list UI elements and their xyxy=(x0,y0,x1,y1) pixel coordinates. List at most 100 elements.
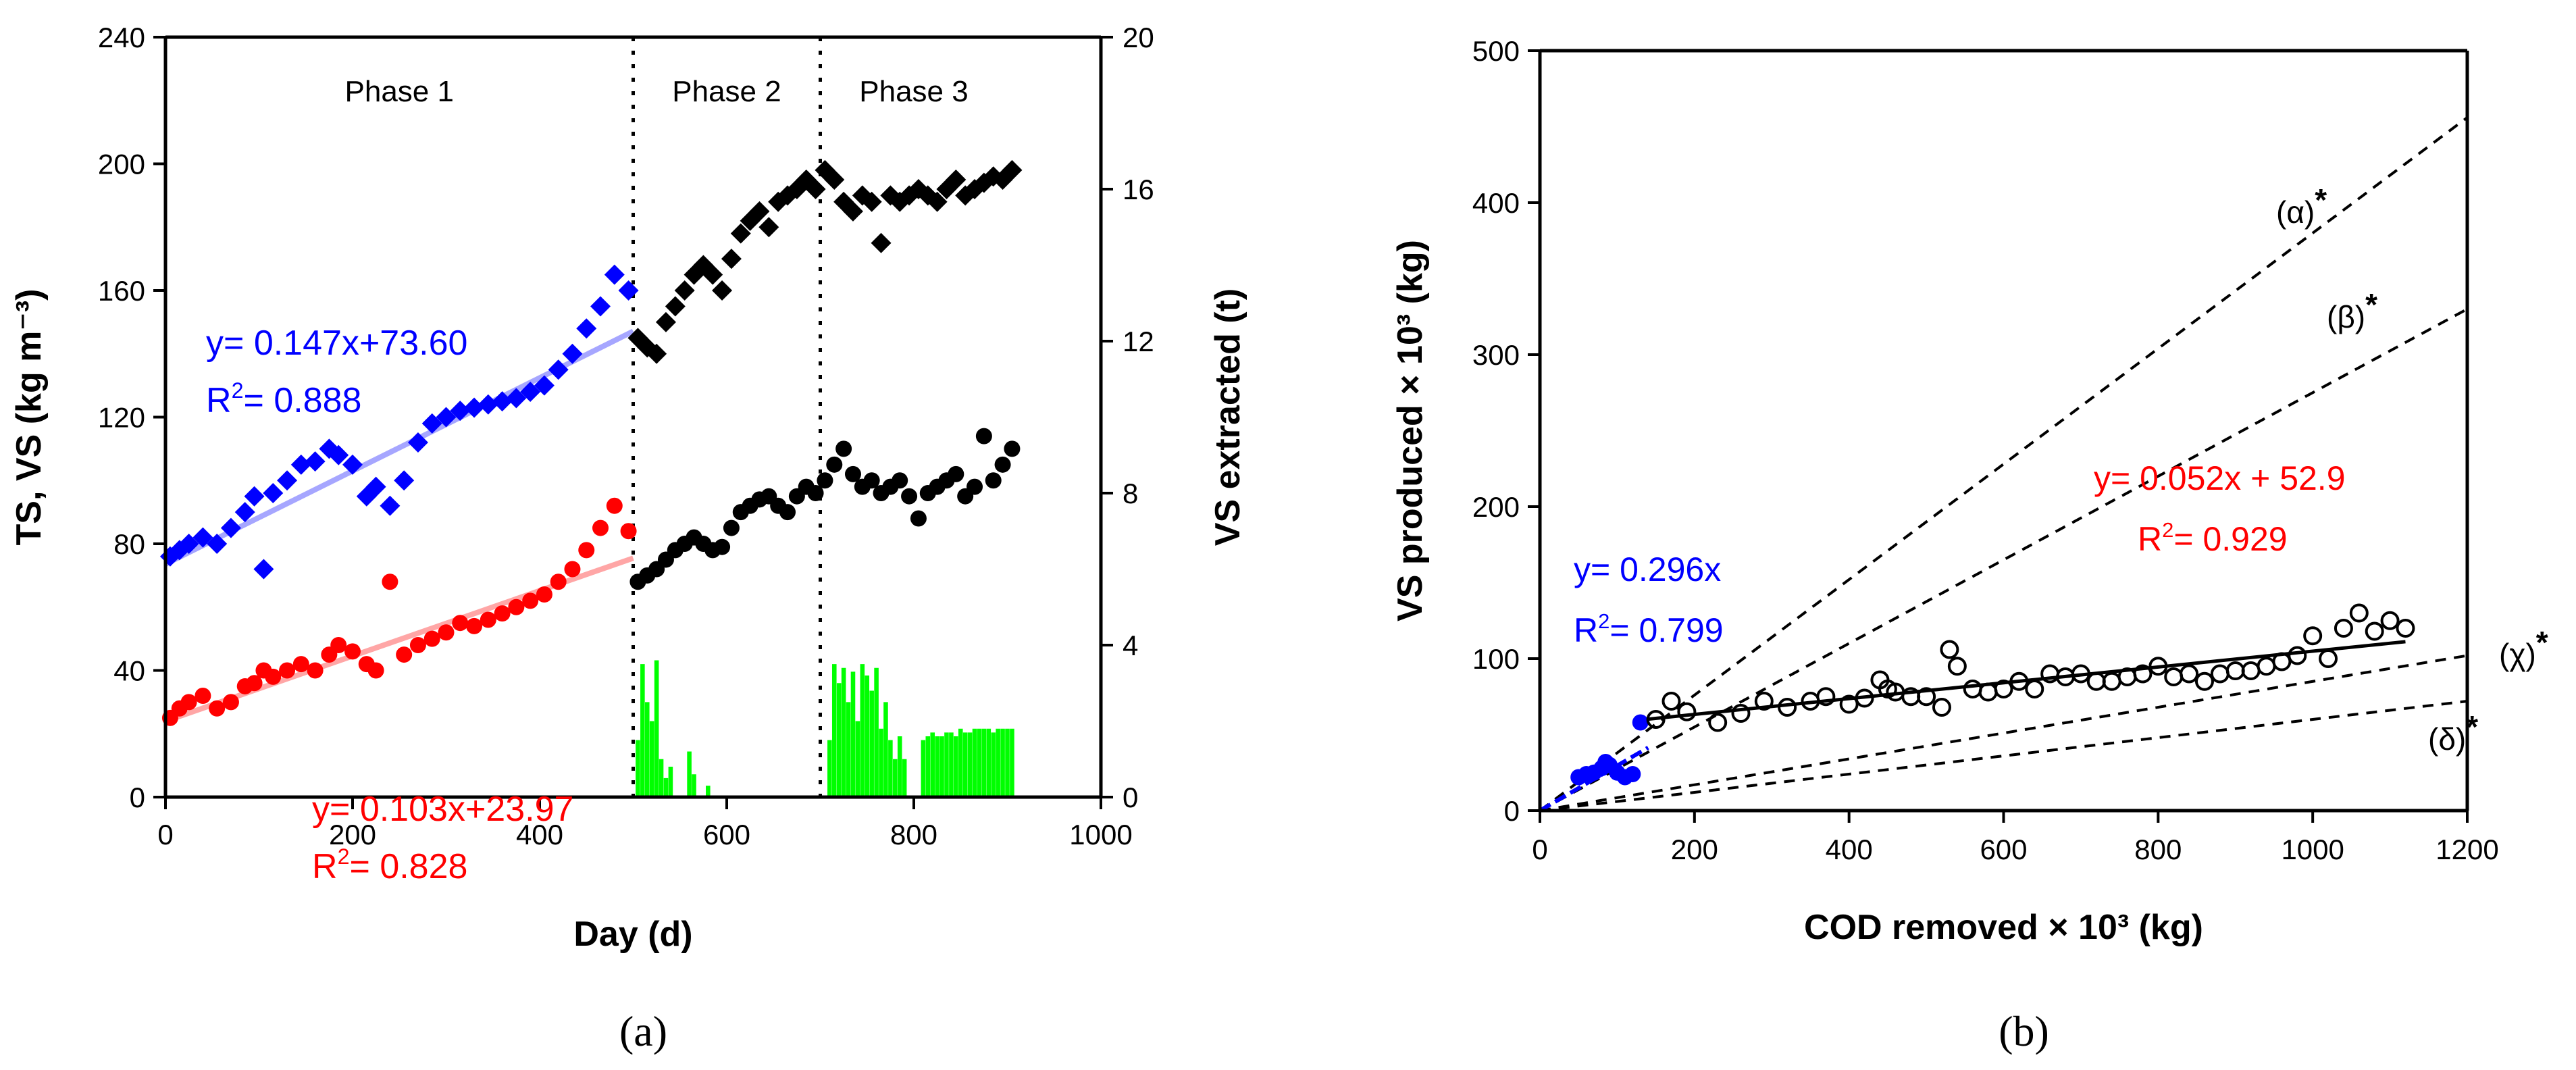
data-point xyxy=(2319,649,2338,668)
bar xyxy=(1010,728,1014,797)
data-point xyxy=(2133,664,2153,684)
equation-annotation: R2= 0.828 xyxy=(312,844,467,886)
data-point xyxy=(328,444,349,465)
y-axis-label: VS produced × 10³ (kg) xyxy=(1391,240,1430,621)
bar xyxy=(636,740,640,797)
bar xyxy=(687,751,692,797)
y2-tick-label: 8 xyxy=(1123,478,1138,509)
equation-annotation-tail: = 0.929 xyxy=(2173,520,2287,558)
y2-tick-label: 4 xyxy=(1123,630,1138,661)
equation-annotation-base: R xyxy=(1574,611,1598,649)
data-point xyxy=(842,201,863,222)
data-point xyxy=(305,451,326,472)
x-tick-label: 1000 xyxy=(1069,819,1132,850)
data-point xyxy=(2025,680,2044,698)
bar xyxy=(692,774,696,797)
data-point xyxy=(178,534,199,554)
reference-line-label-base: (α) xyxy=(2276,195,2315,230)
phase-label: Phase 3 xyxy=(859,75,968,108)
data-point xyxy=(2272,652,2292,671)
data-point xyxy=(901,488,918,505)
bar xyxy=(883,702,888,797)
data-point xyxy=(967,478,983,495)
x-axis-label: COD removed × 10³ (kg) xyxy=(1804,908,2203,947)
y-tick-label: 200 xyxy=(98,149,145,180)
reference-line-label-base: (β) xyxy=(2327,299,2365,334)
data-point xyxy=(910,510,927,527)
bar xyxy=(706,786,711,797)
equation-annotation: y= 0.147x+73.60 xyxy=(206,324,467,363)
bar xyxy=(659,759,664,797)
data-point xyxy=(466,617,483,634)
data-point xyxy=(779,504,796,521)
phase-label: Phase 1 xyxy=(345,75,454,108)
data-point xyxy=(380,495,401,516)
reference-line xyxy=(1539,654,2468,812)
y-tick-label: 0 xyxy=(1504,795,1520,827)
data-point xyxy=(861,191,882,212)
y-tick-label: 100 xyxy=(1472,643,1520,675)
y-tick-label: 500 xyxy=(1472,35,1520,67)
x-tick-label: 200 xyxy=(1671,834,1718,865)
equation-annotation-sup: 2 xyxy=(1598,609,1609,633)
data-point xyxy=(1754,692,1774,711)
bar xyxy=(954,736,958,797)
data-point xyxy=(522,592,539,609)
data-point xyxy=(927,191,948,212)
data-point xyxy=(253,559,274,580)
data-point xyxy=(536,586,552,603)
data-point xyxy=(407,432,428,453)
x-tick-label: 400 xyxy=(516,819,563,850)
bar xyxy=(930,732,935,797)
data-point xyxy=(1839,694,1859,714)
bar xyxy=(888,740,893,797)
reference-line xyxy=(1539,307,2468,812)
equation-annotation-base: y= 0.052x + 52.9 xyxy=(2094,459,2346,497)
x-tick-label: 600 xyxy=(703,819,750,850)
data-point xyxy=(807,485,824,501)
bar xyxy=(958,728,963,797)
data-point xyxy=(330,637,347,653)
bar xyxy=(972,728,977,797)
data-point xyxy=(655,311,676,332)
y-axis-label: TS, VS (kg m⁻³) xyxy=(9,289,49,546)
data-point xyxy=(421,413,442,434)
equation-annotation: R2= 0.799 xyxy=(1574,609,1724,649)
data-point xyxy=(824,169,845,190)
data-point xyxy=(1778,698,1797,717)
data-point xyxy=(646,343,667,364)
data-point xyxy=(436,407,457,428)
data-point xyxy=(438,624,455,641)
data-point xyxy=(478,394,498,415)
data-point xyxy=(1661,692,1681,711)
data-point xyxy=(590,296,611,317)
data-point xyxy=(2071,664,2090,684)
data-point xyxy=(2396,619,2415,638)
bar xyxy=(865,676,870,797)
data-point xyxy=(508,598,525,615)
equation-annotation-base: y= 0.147x+73.60 xyxy=(206,324,467,363)
data-point xyxy=(1708,713,1728,732)
data-point xyxy=(1917,687,1936,707)
data-point xyxy=(277,470,298,491)
bar xyxy=(925,736,931,797)
bar xyxy=(981,728,987,797)
bar xyxy=(921,740,926,797)
data-point xyxy=(292,656,309,673)
data-point xyxy=(2303,626,2323,646)
equation-annotation: y= 0.052x + 52.9 xyxy=(2094,459,2346,497)
data-point xyxy=(2349,603,2369,623)
data-point xyxy=(1816,687,1836,707)
equation-annotation: y= 0.296x xyxy=(1574,551,1721,588)
y-tick-label: 120 xyxy=(98,402,145,434)
data-point xyxy=(234,502,255,523)
equation-annotation-sup: 2 xyxy=(232,378,244,403)
reference-line-star: * xyxy=(2365,287,2377,322)
x-tick-label: 400 xyxy=(1826,834,1873,865)
data-point xyxy=(1677,702,1697,721)
x-tick-label: 600 xyxy=(1980,834,2027,865)
x-tick-label: 200 xyxy=(329,819,376,850)
data-point xyxy=(222,694,239,711)
data-point xyxy=(730,223,751,244)
